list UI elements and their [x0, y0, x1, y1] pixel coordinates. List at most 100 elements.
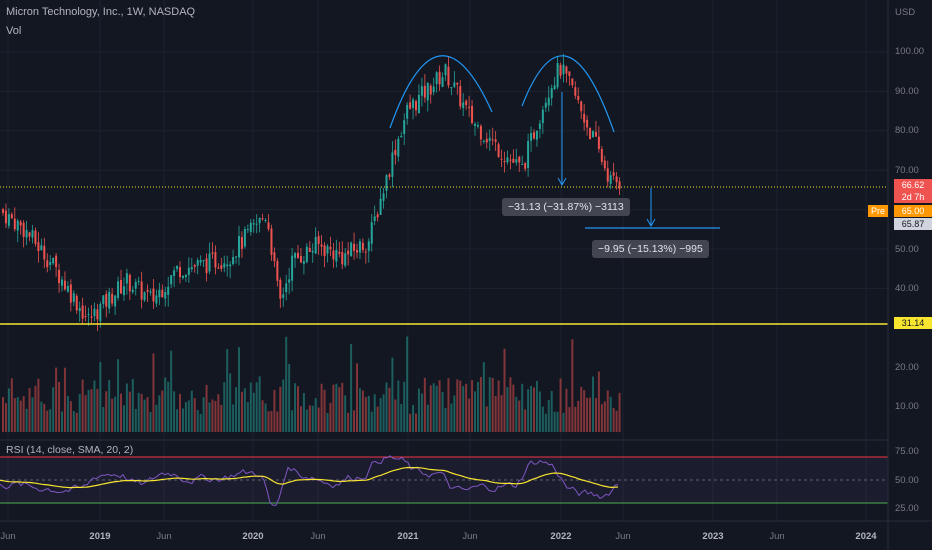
volume-bar — [364, 397, 367, 432]
volume-bar — [99, 362, 102, 432]
price-tick: 80.00 — [895, 125, 919, 136]
candle-body — [52, 257, 55, 264]
rsi-label[interactable]: RSI (14, close, SMA, 20, 2) — [6, 444, 134, 456]
volume-bar — [75, 412, 78, 432]
volume-bar — [506, 387, 509, 432]
time-label: Jun — [769, 531, 785, 542]
candle-body — [485, 138, 488, 143]
candle-body — [117, 281, 120, 298]
volume-bar — [240, 391, 243, 432]
candle-body — [4, 210, 7, 224]
candle-body — [102, 295, 105, 304]
candle-body — [562, 64, 565, 75]
head-arc-left[interactable] — [389, 55, 493, 129]
volume-bar — [367, 395, 370, 432]
candle-body — [597, 136, 600, 150]
candle-body — [559, 64, 562, 76]
candle-body — [556, 62, 559, 88]
candle-body — [577, 96, 580, 101]
volume-bar — [232, 404, 235, 432]
candle-body — [28, 232, 31, 237]
candle-body — [459, 86, 462, 107]
measure-label-2[interactable]: −9.95 (−15.13%) −995 — [592, 240, 709, 258]
volume-bar — [456, 379, 459, 432]
head-arc-right[interactable] — [521, 55, 615, 133]
measure-label-1[interactable]: −31.13 (−31.87%) −3113 — [502, 198, 630, 216]
volume-bar — [500, 395, 503, 432]
candle-body — [294, 253, 297, 258]
candle-body — [491, 139, 494, 141]
volume-bar — [137, 392, 140, 432]
volume-bar — [276, 411, 279, 432]
candle-body — [494, 139, 497, 142]
volume-bar — [544, 413, 547, 432]
volume-bar — [476, 381, 479, 432]
candle-body — [46, 260, 49, 268]
candle-body — [261, 218, 264, 220]
candle-body — [415, 101, 417, 111]
volume-bar — [323, 389, 326, 432]
volume-bar — [120, 393, 122, 432]
volume-tick: 20.00 — [895, 362, 919, 373]
volume-bar — [314, 398, 317, 432]
volume-bar — [149, 412, 152, 432]
candle-body — [205, 258, 208, 274]
candle-body — [317, 236, 320, 244]
volume-bar — [58, 381, 61, 432]
time-label: Jun — [310, 531, 326, 542]
candle-body — [149, 291, 152, 293]
volume-bar — [350, 343, 353, 432]
candle-body — [25, 229, 28, 238]
candle-body — [335, 249, 338, 262]
volume-bar — [353, 410, 356, 432]
candle-body — [243, 229, 246, 247]
candle-body — [232, 257, 235, 265]
volume-bar — [550, 390, 553, 432]
volume-bar — [317, 407, 320, 432]
candle-body — [509, 159, 512, 161]
volume-bar — [615, 410, 618, 432]
candle-body — [90, 316, 93, 318]
volume-bar — [474, 391, 476, 432]
volume-bar — [196, 410, 199, 432]
volume-bar — [7, 388, 10, 432]
candle-body — [420, 86, 423, 96]
candle-body — [361, 242, 364, 250]
time-label: 2024 — [855, 531, 877, 542]
candle-body — [527, 141, 530, 168]
volume-bar — [187, 400, 190, 432]
candle-body — [417, 94, 420, 114]
candle-body — [220, 265, 223, 269]
time-label: 2023 — [702, 531, 724, 542]
volume-bar — [538, 391, 541, 432]
volume-bar — [577, 400, 580, 432]
volume-bar — [117, 359, 120, 432]
volume-bar — [420, 393, 423, 432]
time-label: 2019 — [89, 531, 111, 542]
candle-body — [305, 246, 308, 262]
candle-body — [181, 275, 184, 278]
candle-body — [140, 281, 143, 300]
volume-bar — [553, 411, 556, 432]
candle-body — [249, 222, 252, 233]
candle-body — [308, 247, 311, 252]
volume-bar — [329, 402, 332, 432]
candle-body — [453, 82, 456, 87]
volume-bar — [435, 385, 438, 432]
candle-body — [476, 125, 479, 127]
candle-body — [179, 267, 181, 278]
candle-body — [535, 130, 538, 140]
candle-body — [297, 252, 299, 258]
candle-body — [512, 158, 515, 163]
volume-bar — [583, 390, 586, 432]
volume-bar — [78, 393, 81, 432]
candle-body — [600, 148, 603, 162]
candle-body — [16, 220, 19, 231]
volume-bar — [515, 396, 518, 432]
symbol-title[interactable]: Micron Technology, Inc., 1W, NASDAQ — [6, 6, 196, 18]
volume-bar — [81, 379, 84, 432]
volume-bar — [202, 397, 205, 432]
candle-body — [78, 307, 81, 312]
volume-bar — [114, 396, 117, 432]
